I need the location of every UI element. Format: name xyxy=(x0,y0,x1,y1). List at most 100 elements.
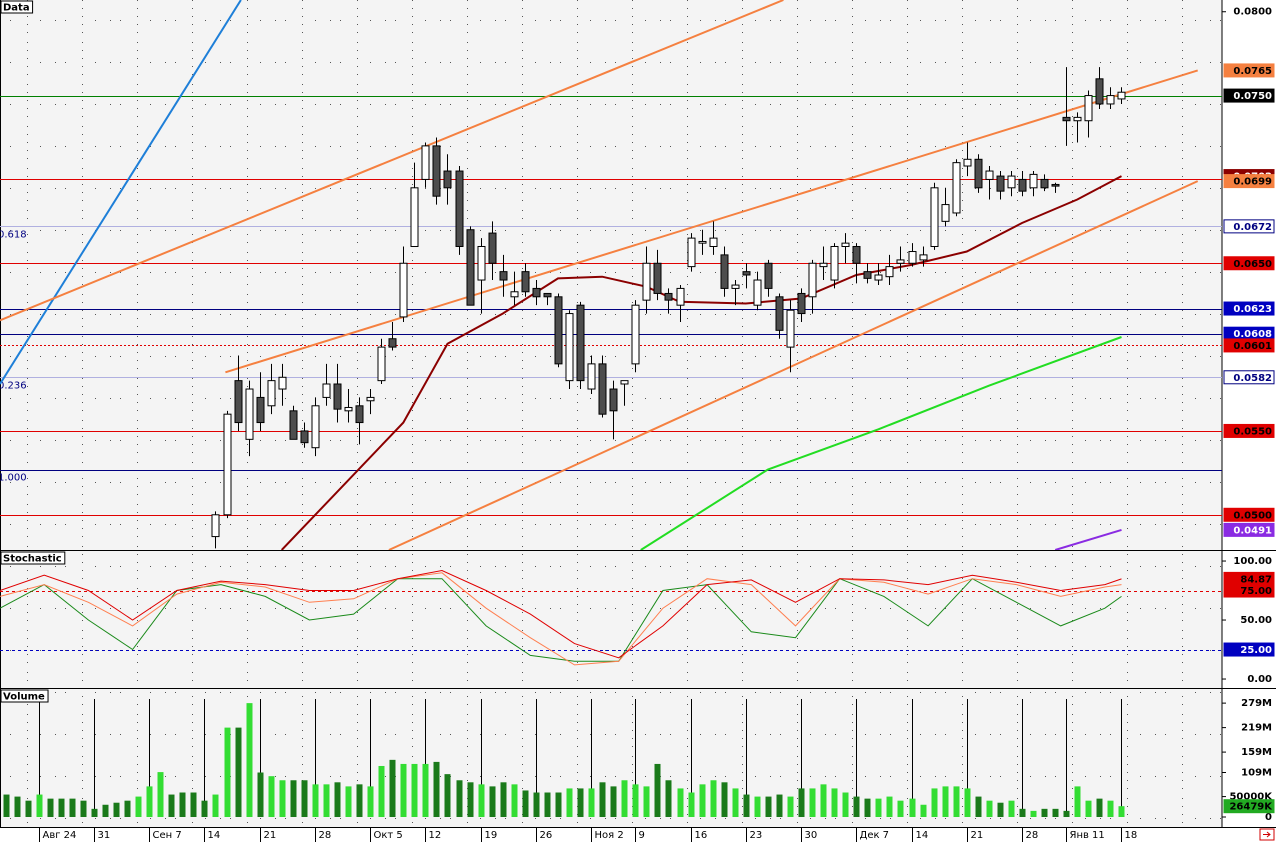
volume-bar xyxy=(632,784,639,817)
price-label: 0.0650 xyxy=(1233,259,1272,270)
price-label-box xyxy=(1223,219,1275,234)
fib-label: 0.618 xyxy=(0,229,27,240)
volume-bar xyxy=(1074,786,1081,817)
candle-body xyxy=(952,162,961,214)
candle-body xyxy=(245,388,254,440)
panel-title-group: Stochastic xyxy=(0,551,66,565)
candle-body xyxy=(532,287,541,298)
volume-bar xyxy=(688,792,695,817)
candle-body xyxy=(985,170,994,180)
volume-bar xyxy=(157,772,164,817)
candle-body xyxy=(1051,183,1060,187)
axis-background xyxy=(1222,0,1276,842)
volume-bar xyxy=(290,780,297,817)
candle-body xyxy=(289,410,298,440)
volume-bar xyxy=(235,727,242,817)
indicator-line xyxy=(1054,528,1122,550)
candle-body xyxy=(797,292,806,315)
candle-body xyxy=(764,262,773,289)
volume-bar xyxy=(1085,800,1092,817)
price-label: 0.0550 xyxy=(1233,426,1272,437)
volume-bar xyxy=(3,794,10,817)
scroll-button[interactable] xyxy=(1259,828,1275,841)
indicator-line xyxy=(280,175,1122,550)
x-tick-label: 28 xyxy=(319,830,332,841)
volume-bar xyxy=(643,786,650,817)
candle-body xyxy=(565,313,574,382)
candle-body xyxy=(908,251,917,264)
panel xyxy=(3,699,1125,817)
volume-bar xyxy=(997,802,1004,817)
volume-bar xyxy=(1041,808,1048,817)
volume-bar xyxy=(1052,808,1059,817)
volume-bar xyxy=(842,792,849,817)
x-tick-label: 12 xyxy=(429,830,442,841)
volume-bar xyxy=(986,800,993,817)
level-label: 75.00 xyxy=(1240,586,1272,597)
volume-bar xyxy=(964,788,971,817)
volume-bar xyxy=(875,798,882,817)
volume-bar xyxy=(69,798,76,817)
volume-bar xyxy=(179,792,186,817)
volume-bar xyxy=(920,804,927,817)
volume-bar xyxy=(389,759,396,817)
x-tick-label: 18 xyxy=(1125,830,1138,841)
x-tick-label: Дек 7 xyxy=(860,830,890,841)
candle-body xyxy=(830,245,839,281)
candle-body xyxy=(1007,175,1016,189)
candle-body xyxy=(576,304,585,382)
candle-body xyxy=(499,271,508,281)
y-tick-label: 50.00 xyxy=(1240,615,1272,626)
price-label: 0.0765 xyxy=(1233,66,1272,77)
candle-body xyxy=(742,271,751,276)
candle-body xyxy=(720,254,729,289)
stochastic-line xyxy=(0,572,1122,666)
volume-bar xyxy=(334,782,341,817)
price-label: 0.0601 xyxy=(1233,341,1272,352)
candle-body xyxy=(554,296,563,365)
y-tick-label: 109M xyxy=(1241,768,1272,779)
volume-bar xyxy=(135,796,142,817)
volume-bar xyxy=(765,796,772,817)
volume-bar xyxy=(146,786,153,817)
price-label-box xyxy=(1223,522,1275,537)
y-tick-label: 279M xyxy=(1241,698,1272,709)
volume-bar xyxy=(345,786,352,817)
volume-bar xyxy=(168,794,175,817)
volume-bar xyxy=(665,780,672,817)
candle-body xyxy=(676,287,685,306)
x-tick-label: Янв 11 xyxy=(1070,830,1105,841)
volume-bar xyxy=(367,786,374,817)
last-value-label-box xyxy=(1223,799,1275,814)
candle-body xyxy=(410,187,419,247)
candle-body xyxy=(1095,78,1104,105)
volume-bar xyxy=(378,765,385,817)
panel-title-group: Volume xyxy=(0,689,49,703)
candle-body xyxy=(852,245,861,264)
panel-title-box xyxy=(0,0,34,14)
volume-bar xyxy=(809,788,816,817)
volume-bar xyxy=(58,798,65,817)
candle-body xyxy=(1073,116,1082,122)
y-tick-label: 219M xyxy=(1241,723,1272,734)
volume-bar xyxy=(897,800,904,817)
candle-body xyxy=(974,158,983,189)
volume-bar xyxy=(312,784,319,817)
x-tick-label: 21 xyxy=(971,830,984,841)
volume-bar xyxy=(743,794,750,817)
candle-body xyxy=(521,271,530,293)
volume-bar xyxy=(787,796,794,817)
candle-body xyxy=(874,274,883,281)
candle-body xyxy=(477,245,486,281)
candle-body xyxy=(466,229,475,306)
volume-bar xyxy=(1063,810,1070,817)
indicator-line xyxy=(640,336,1122,550)
volume-bar xyxy=(91,808,98,817)
volume-bar xyxy=(422,763,429,817)
candle-body xyxy=(211,514,220,538)
candle-body xyxy=(234,380,243,424)
y-tick-label: 159M xyxy=(1241,747,1272,758)
candle-body xyxy=(322,383,331,398)
y-tick-label: 50000K xyxy=(1229,792,1273,803)
fib-label: 0.236 xyxy=(0,380,27,391)
